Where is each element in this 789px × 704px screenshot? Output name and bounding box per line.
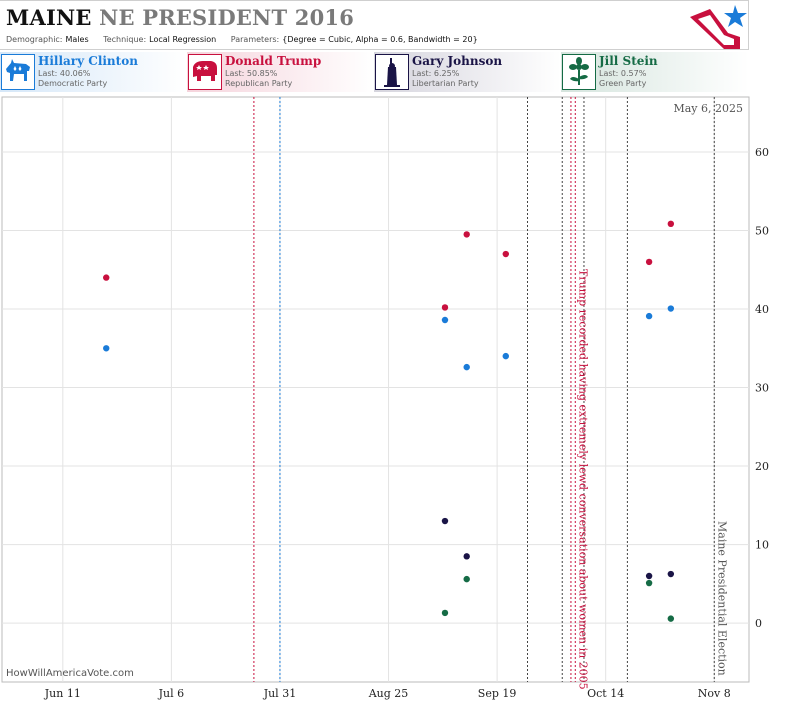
x-tick-label: Aug 25 — [368, 687, 409, 700]
x-tick-label: Sep 19 — [478, 687, 517, 700]
data-point — [667, 615, 675, 622]
y-tick-label: 50 — [755, 224, 769, 237]
title-race: NE PRESIDENT 2016 — [99, 5, 355, 30]
candidate-last-value: Last: 50.85% — [225, 69, 278, 78]
candidate-last-value: Last: 0.57% — [599, 69, 647, 78]
candidate-last-value: Last: 6.25% — [412, 69, 460, 78]
data-point — [667, 305, 675, 312]
y-tick-label: 0 — [755, 617, 762, 630]
demographic-label: Demographic: — [6, 35, 63, 44]
plot-area — [1, 96, 750, 683]
data-point — [667, 220, 675, 228]
candidate-party: Democratic Party — [38, 79, 108, 88]
x-tick-label: Oct 14 — [587, 687, 624, 700]
technique-value: Local Regression — [149, 35, 217, 44]
candidate-name: Gary Johnson — [412, 54, 503, 68]
technique-label: Technique: — [103, 35, 147, 44]
data-point — [103, 274, 110, 281]
chart-title: MAINE NE PRESIDENT 2016 — [6, 5, 354, 30]
data-point — [463, 575, 470, 583]
elephant-icon — [188, 54, 222, 90]
candidate-party: Libertarian Party — [412, 79, 479, 88]
data-point — [645, 579, 653, 587]
parameters-label: Parameters: — [230, 35, 280, 44]
data-point — [502, 250, 509, 258]
candidate-name: Hillary Clinton — [38, 54, 138, 68]
chart-header: MAINE NE PRESIDENT 2016 Demographic: Male… — [0, 0, 749, 50]
y-tick-label: 10 — [755, 539, 769, 552]
site-logo — [690, 5, 747, 49]
candidate-party: Green Party — [599, 79, 647, 88]
data-point — [441, 304, 449, 311]
y-tick-label: 60 — [755, 146, 769, 159]
data-point — [645, 312, 653, 320]
y-tick-label: 20 — [755, 460, 769, 473]
data-point — [463, 231, 470, 238]
x-tick-label: Nov 8 — [698, 687, 731, 700]
event-annotation: Trump recorded having extremely lewd con… — [576, 269, 589, 690]
data-point — [645, 572, 653, 580]
chart-subtitle: Demographic: Males Technique: Local Regres… — [6, 35, 490, 44]
candidate-johnson: Gary Johnson Last: 6.25% Libertarian Par… — [374, 52, 561, 92]
data-point — [441, 316, 449, 324]
data-point — [502, 352, 509, 360]
x-tick-label: Jul 31 — [263, 687, 297, 700]
candidate-clinton: Hillary Clinton Last: 40.06% Democratic … — [0, 52, 187, 92]
candidate-stein: Jill Stein Last: 0.57% Green Party — [561, 52, 749, 92]
y-tick-label: 40 — [755, 303, 769, 316]
x-tick-label: Jun 11 — [44, 687, 81, 700]
data-point — [667, 570, 675, 578]
chart-date-label: May 6, 2025 — [673, 102, 743, 115]
candidate-name: Donald Trump — [225, 54, 322, 68]
y-tick-label: 30 — [755, 382, 769, 395]
data-point — [645, 258, 653, 266]
candidate-trump: Donald Trump Last: 50.85% Republican Par… — [187, 52, 374, 92]
title-state: MAINE — [6, 5, 92, 30]
data-point — [441, 517, 449, 525]
data-point — [103, 345, 110, 352]
event-annotation: Maine Presidential Election — [715, 521, 728, 676]
candidate-name: Jill Stein — [599, 54, 658, 68]
poll-scatter-chart: Jun 11 Jul 6 Jul 31 Aug 25 Sep 19 Oct 14 Nov 8… — [1, 96, 769, 700]
parameters-value: {Degree = Cubic, Alpha = 0.6, Bandwidth … — [282, 35, 478, 44]
candidate-party: Republican Party — [225, 79, 293, 88]
demographic-value: Males — [65, 35, 89, 44]
data-point — [463, 553, 470, 560]
liberty-torch-icon — [375, 54, 409, 90]
data-point — [441, 609, 449, 617]
site-watermark: HowWillAmericaVote.com — [6, 668, 134, 679]
data-point — [463, 363, 470, 371]
candidate-last-value: Last: 40.06% — [38, 69, 91, 78]
x-tick-label: Jul 6 — [158, 687, 185, 700]
donkey-icon — [1, 54, 35, 90]
flower-icon — [562, 54, 596, 90]
